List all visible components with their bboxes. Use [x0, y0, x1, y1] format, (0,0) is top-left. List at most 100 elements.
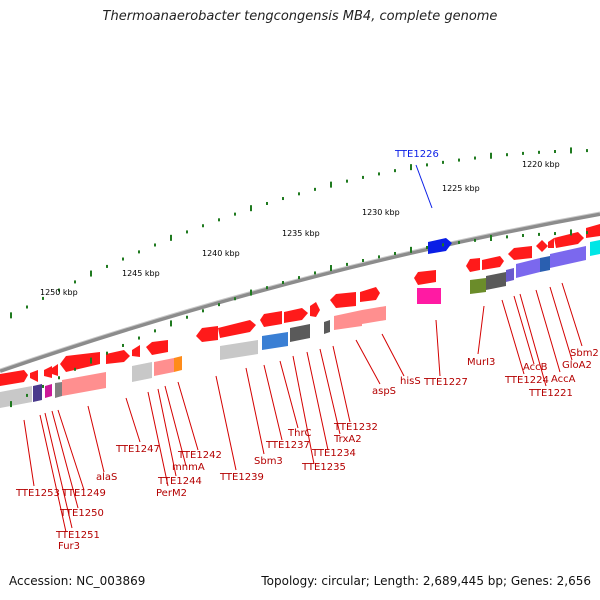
ruler-tick: [362, 259, 364, 263]
feature-block: [0, 386, 32, 408]
gene-arrow: [310, 302, 320, 317]
gene-label[interactable]: Fur3: [58, 541, 80, 552]
feature-block: [590, 240, 600, 256]
feature-block: [174, 356, 182, 372]
feature-block: [550, 246, 586, 268]
scale-label: 1230 kbp: [362, 208, 400, 217]
ruler-major-tick: [570, 229, 572, 236]
ruler-tick: [58, 376, 60, 380]
gene-label[interactable]: TTE1234: [311, 448, 356, 459]
gene-label[interactable]: TTE1232: [333, 422, 378, 433]
ruler-tick: [218, 303, 220, 307]
gene-arrow: [414, 270, 436, 285]
highlighted-gene-arrow[interactable]: [428, 238, 452, 254]
gene-label[interactable]: ThrC: [287, 428, 312, 439]
feature-block: [506, 268, 514, 282]
ruler-tick: [426, 163, 428, 167]
gene-arrow: [52, 364, 58, 376]
gene-label[interactable]: TTE1253: [15, 488, 60, 499]
ruler-tick: [458, 158, 460, 162]
gene-label[interactable]: AccA: [551, 374, 576, 385]
ruler-tick: [298, 192, 300, 196]
ruler-tick: [522, 151, 524, 155]
gene-arrow: [466, 258, 480, 272]
map-title: Thermoanaerobacter tengcongensis MB4, co…: [102, 9, 498, 24]
scale-label: 1225 kbp: [442, 184, 480, 193]
gene-label[interactable]: TTE1227: [423, 377, 468, 388]
gene-label[interactable]: TTE1250: [59, 508, 104, 519]
gene-label[interactable]: TTE1221: [528, 388, 573, 399]
ruler-tick: [474, 238, 476, 242]
gene-label[interactable]: TrxA2: [333, 434, 362, 445]
gene-label[interactable]: alaS: [96, 472, 117, 483]
gene-label[interactable]: Sbm2: [570, 348, 599, 359]
ruler-tick: [538, 150, 540, 154]
label-leader-lines: [23, 282, 583, 533]
ruler-tick: [266, 286, 268, 290]
gene-label[interactable]: TTE1237: [265, 440, 310, 451]
highlighted-gene-label[interactable]: TTE1226: [394, 149, 439, 160]
gene-label[interactable]: hisS: [400, 376, 421, 387]
ruler-tick: [266, 201, 268, 205]
gene-label[interactable]: TTE1247: [115, 444, 160, 455]
gene-label[interactable]: AccB: [523, 362, 548, 373]
ruler-tick: [106, 264, 108, 268]
ruler-tick: [426, 245, 428, 249]
ruler-tick: [538, 232, 540, 236]
ruler-tick: [26, 305, 28, 309]
gene-arrow: [106, 350, 130, 364]
ruler-tick: [42, 296, 44, 300]
gene-arrow: [508, 246, 532, 260]
gene-label[interactable]: GloA2: [562, 360, 592, 371]
gene-arrow: [260, 311, 282, 327]
feature-block: [334, 310, 362, 330]
ruler-tick: [314, 271, 316, 275]
gene-label[interactable]: mnmA: [172, 462, 205, 473]
feature-block: [486, 272, 506, 290]
gene-label[interactable]: PerM2: [156, 488, 187, 499]
scale-label: 1245 kbp: [122, 269, 160, 278]
ruler-tick: [202, 224, 204, 228]
gene-arrow: [554, 232, 584, 248]
ruler-major-tick: [490, 234, 492, 241]
ruler-tick: [394, 169, 396, 173]
ruler-tick: [394, 251, 396, 255]
ruler-major-tick: [490, 152, 492, 159]
ruler-tick: [282, 281, 284, 285]
ruler-tick: [506, 235, 508, 239]
gene-block: [45, 384, 52, 398]
feature-block: [55, 382, 62, 398]
ruler-tick: [106, 351, 108, 355]
ruler-tick: [138, 336, 140, 340]
ruler-tick: [442, 160, 444, 164]
gene-label[interactable]: TTE1249: [61, 488, 106, 499]
ruler-tick: [586, 231, 588, 235]
ruler-major-tick: [410, 164, 412, 171]
gene-label[interactable]: TTE1224: [504, 375, 549, 386]
gene-label[interactable]: TTE1239: [219, 472, 264, 483]
gene-label[interactable]: TTE1244: [157, 476, 202, 487]
gene-arrow: [330, 292, 356, 308]
gene-label[interactable]: TTE1242: [177, 450, 222, 461]
gene-label[interactable]: MurI3: [467, 357, 495, 368]
ruler-tick: [506, 153, 508, 157]
ruler-major-tick: [570, 147, 572, 154]
gene-label[interactable]: aspS: [372, 386, 396, 397]
ruler-tick: [202, 309, 204, 313]
accession-text: Accession: NC_003869: [9, 574, 146, 588]
ruler-tick: [122, 343, 124, 347]
ruler-major-tick: [10, 401, 12, 408]
gene-arrow: [60, 352, 100, 372]
feature-block: [470, 278, 486, 294]
scale-label: 1235 kbp: [282, 229, 320, 238]
ruler-major-tick: [90, 357, 92, 364]
feature-block: [154, 358, 174, 376]
gene-label[interactable]: Sbm3: [254, 456, 283, 467]
genome-backbone: [0, 212, 600, 373]
gene-arrow: [196, 326, 218, 342]
feature-block: [362, 306, 386, 324]
ruler-major-tick: [330, 265, 332, 272]
gene-label[interactable]: TTE1251: [55, 530, 100, 541]
feature-block: [262, 332, 288, 350]
gene-label[interactable]: TTE1235: [301, 462, 346, 473]
